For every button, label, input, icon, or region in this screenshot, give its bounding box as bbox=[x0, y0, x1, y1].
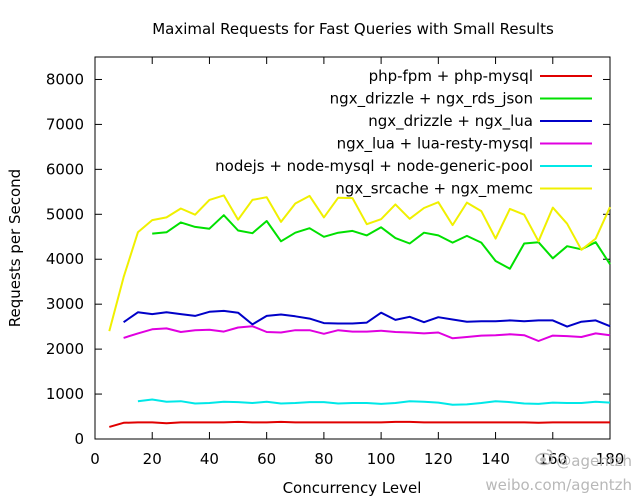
series-line bbox=[152, 214, 611, 270]
x-tick-label: 100 bbox=[367, 450, 396, 468]
series-line bbox=[109, 420, 610, 428]
x-tick-label: 180 bbox=[596, 450, 625, 468]
series-line bbox=[108, 194, 611, 332]
legend-label: ngx_drizzle + ngx_rds_json bbox=[330, 90, 533, 109]
legend: php-fpm + php-mysql ngx_drizzle + ngx_rds… bbox=[215, 67, 592, 199]
plot-frame bbox=[94, 56, 611, 440]
series-line bbox=[137, 398, 611, 406]
weibo-eye-icon bbox=[535, 449, 553, 466]
legend-label: nodejs + node-mysql + node-generic-pool bbox=[215, 157, 533, 175]
y-tick-label: 3000 bbox=[46, 295, 84, 313]
legend-label: ngx_drizzle + ngx_lua bbox=[368, 112, 533, 131]
x-tick-label: 0 bbox=[90, 450, 100, 468]
legend-label: php-fpm + php-mysql bbox=[369, 67, 533, 85]
y-tick-label: 2000 bbox=[46, 340, 84, 358]
y-axis-label: Requests per Second bbox=[6, 169, 24, 327]
x-tick-label: 160 bbox=[538, 450, 567, 468]
axis-ticks: 0 20 40 60 80 100 120 140 160 180 0 1000 2000 3000 400… bbox=[46, 57, 625, 468]
x-axis-label: Concurrency Level bbox=[283, 479, 422, 497]
x-tick-label: 120 bbox=[424, 450, 453, 468]
x-tick-label: 60 bbox=[257, 450, 276, 468]
series-line bbox=[123, 325, 611, 342]
y-tick-label: 4000 bbox=[46, 250, 84, 268]
watermark-url: weibo.com/agentzh bbox=[485, 476, 632, 494]
series-lines bbox=[108, 194, 611, 428]
legend-label: ngx_lua + lua-resty-mysql bbox=[337, 135, 533, 154]
legend-label: ngx_srcache + ngx_memc bbox=[335, 180, 533, 199]
chart-title: Maximal Requests for Fast Queries with S… bbox=[152, 20, 554, 38]
watermark-handle: @agentzh bbox=[556, 452, 632, 470]
y-tick-label: 5000 bbox=[46, 205, 84, 223]
x-tick-label: 80 bbox=[314, 450, 333, 468]
x-tick-label: 140 bbox=[481, 450, 510, 468]
y-tick-label: 1000 bbox=[46, 385, 84, 403]
y-tick-label: 0 bbox=[74, 430, 84, 448]
y-tick-label: 8000 bbox=[46, 70, 84, 88]
y-tick-label: 7000 bbox=[46, 115, 84, 133]
x-tick-label: 20 bbox=[143, 450, 162, 468]
x-tick-label: 40 bbox=[200, 450, 219, 468]
y-tick-label: 6000 bbox=[46, 160, 84, 178]
series-line bbox=[123, 309, 611, 328]
